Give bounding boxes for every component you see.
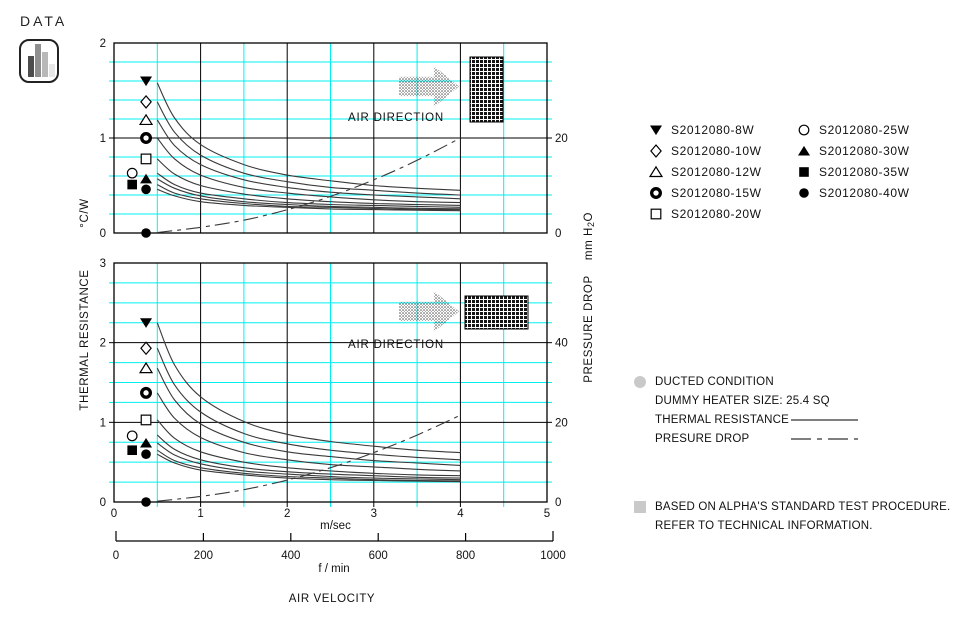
left-axis-unit: °C/W: [79, 198, 91, 227]
square-o-marker-icon: [650, 208, 662, 219]
circle-f-marker-icon: [799, 187, 809, 198]
air-direction-label: AIR DIRECTION: [348, 112, 444, 124]
right-axis-unit: mm H2O: [583, 212, 596, 260]
note-text: DUCTED CONDITION: [655, 375, 774, 388]
bar-chart-icon-bar: [28, 56, 34, 77]
legend-item-label: S2012080-35W: [819, 164, 910, 179]
bar-chart-icon-bar: [35, 44, 41, 77]
heatsink-slab-icon: [464, 295, 529, 330]
tri-up-o-marker-icon: [648, 165, 664, 177]
legend-item-label: S2012080-20W: [671, 206, 762, 221]
svg-text:3: 3: [100, 258, 106, 270]
pressure-drop-line-sample: [791, 438, 858, 440]
svg-text:1: 1: [100, 417, 106, 429]
svg-text:0: 0: [113, 550, 119, 562]
gray-square-bullet-icon: [634, 500, 646, 513]
legend-item: S2012080-15W: [648, 182, 762, 203]
circle-bull-marker-icon: [650, 186, 662, 199]
svg-text:20: 20: [555, 133, 568, 145]
air-direction-arrow-icon: [399, 291, 459, 332]
bar-chart-icon: [19, 39, 59, 83]
legend-item: S2012080-10W: [648, 140, 762, 161]
svg-text:200: 200: [194, 550, 213, 562]
svg-text:20: 20: [555, 417, 568, 429]
data-badge-label: DATA: [20, 13, 68, 29]
legend-item-label: S2012080-12W: [671, 164, 762, 179]
legend-item: S2012080-35W: [796, 161, 910, 182]
svg-text:2: 2: [100, 338, 106, 350]
air-direction-arrow-icon: [399, 66, 459, 107]
note-text: DUMMY HEATER SIZE: 25.4 SQ: [655, 394, 830, 407]
bar-chart-icon-bar: [42, 52, 48, 77]
svg-text:0: 0: [100, 228, 106, 240]
legend-item-label: S2012080-8W: [671, 122, 755, 137]
svg-text:2: 2: [100, 38, 106, 50]
svg-text:0: 0: [555, 228, 561, 240]
note-text: REFER TO TECHNICAL INFORMATION.: [655, 519, 873, 532]
thermal-resistance-line-sample: [791, 419, 858, 421]
footer-note: BASED ON ALPHA'S STANDARD TEST PROCEDURE…: [634, 497, 950, 535]
note-pressure-drop-key: PRESURE DROP: [634, 429, 874, 448]
svg-text:4: 4: [457, 508, 464, 520]
x-axis-title: AIR VELOCITY: [289, 593, 375, 605]
top-chart: 2 1 0 20 0 AIR DIRECTION: [100, 38, 568, 240]
svg-text:40: 40: [555, 338, 568, 350]
tri-down-f-marker-icon: [650, 125, 662, 135]
svg-text:m/sec: m/sec: [320, 520, 351, 532]
circle-o-marker-icon: [798, 124, 810, 135]
svg-text:2: 2: [284, 508, 290, 520]
legend-item-label: S2012080-10W: [671, 143, 762, 158]
legend-item-label: S2012080-40W: [819, 185, 910, 200]
footer-note-line2: REFER TO TECHNICAL INFORMATION.: [634, 516, 950, 535]
svg-text:400: 400: [281, 550, 300, 562]
legend-item: S2012080-30W: [796, 140, 910, 161]
heatsink-slab-icon: [469, 56, 504, 123]
square-f-marker-icon: [799, 166, 809, 177]
legend-item-label: S2012080-30W: [819, 143, 910, 158]
air-direction-label: AIR DIRECTION: [348, 339, 444, 351]
legend-item: S2012080-25W: [796, 119, 910, 140]
svg-text:3: 3: [371, 508, 377, 520]
legend-column-2: S2012080-25W S2012080-30W S2012080-35W S201…: [796, 119, 910, 203]
svg-text:0: 0: [555, 497, 561, 509]
legend-item: S2012080-20W: [648, 203, 762, 224]
footer-note-line1: BASED ON ALPHA'S STANDARD TEST PROCEDURE…: [634, 497, 950, 516]
legend-item-label: S2012080-15W: [671, 185, 762, 200]
svg-text:1: 1: [197, 508, 203, 520]
legend-column-1: S2012080-8W S2012080-10W S2012080-12W S2012…: [648, 119, 762, 224]
gray-circle-bullet-icon: [634, 375, 646, 388]
diamond-o-marker-icon: [650, 143, 662, 158]
svg-text:800: 800: [456, 550, 475, 562]
svg-text:0: 0: [111, 508, 117, 520]
legend-item-label: S2012080-25W: [819, 122, 910, 137]
note-thermal-resistance-key: THERMAL RESISTANCE: [634, 410, 874, 429]
svg-text:5: 5: [544, 508, 550, 520]
bar-chart-icon-bar: [49, 64, 55, 77]
left-axis-title: THERMAL RESISTANCE: [79, 269, 91, 410]
legend-item: S2012080-8W: [648, 119, 762, 140]
svg-text:600: 600: [369, 550, 388, 562]
right-axis-title: PRESSURE DROP: [583, 275, 595, 383]
tri-up-f-marker-icon: [798, 145, 810, 155]
note-ducted-condition: DUCTED CONDITION: [634, 372, 874, 391]
legend-item: S2012080-40W: [796, 182, 910, 203]
svg-text:f / min: f / min: [318, 563, 349, 575]
note-text: BASED ON ALPHA'S STANDARD TEST PROCEDURE…: [655, 500, 951, 513]
note-text: THERMAL RESISTANCE: [655, 413, 789, 426]
note-text: PRESURE DROP: [655, 432, 750, 445]
svg-text:1: 1: [100, 133, 106, 145]
test-condition-notes: DUCTED CONDITION DUMMY HEATER SIZE: 25.4…: [634, 372, 874, 448]
svg-text:0: 0: [100, 497, 106, 509]
note-dummy-heater: DUMMY HEATER SIZE: 25.4 SQ: [634, 391, 874, 410]
svg-text:1000: 1000: [540, 550, 566, 562]
legend-item: S2012080-12W: [648, 161, 762, 182]
fpm-secondary-scale: 0 200 400 600 800 1000 f / min: [113, 531, 566, 575]
